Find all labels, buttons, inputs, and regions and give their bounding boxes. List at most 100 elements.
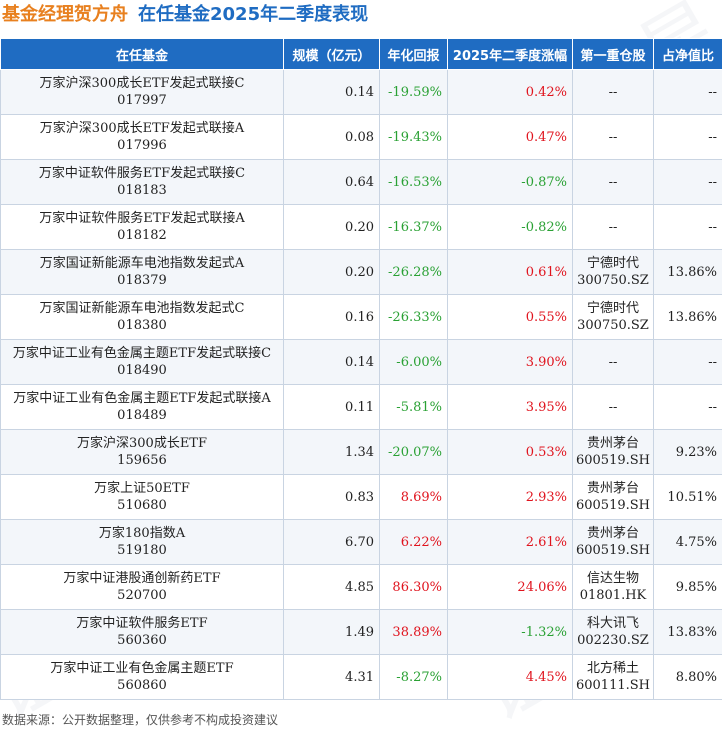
- fund-cell: 万家国证新能源车电池指数发起式C 018380: [0, 294, 284, 340]
- column-header-q2-change: 2025年二季度涨幅: [447, 38, 573, 70]
- top-holding-code: 600519.SH: [575, 543, 650, 558]
- fund-code: 018380: [117, 318, 167, 333]
- data-source-note: 数据来源：公开数据整理，仅供参考不构成投资建议: [2, 713, 279, 727]
- fund-cell: 万家中证软件服务ETF发起式联接C 018183: [0, 159, 284, 205]
- scale-cell: 0.64: [283, 159, 380, 205]
- top-holding-cell: 贵州茅台 600519.SH: [572, 474, 654, 520]
- nav-ratio-cell: --: [653, 339, 722, 385]
- top-holding-cell: --: [572, 69, 654, 115]
- top-holding-code: 300750.SZ: [577, 273, 649, 288]
- scale-cell: 4.85: [283, 564, 380, 610]
- fund-cell: 万家沪深300成长ETF 159656: [0, 429, 284, 475]
- fund-code: 510680: [117, 498, 167, 513]
- column-header-nav-ratio: 占净值比: [653, 38, 722, 70]
- scale-cell: 1.34: [283, 429, 380, 475]
- annual-return-cell: -20.07%: [379, 429, 448, 475]
- q2-change-cell: 2.61%: [447, 519, 573, 565]
- top-holding-cell: 信达生物 01801.HK: [572, 564, 654, 610]
- top-holding-code: 600519.SH: [575, 453, 650, 468]
- q2-change-cell: 0.47%: [447, 114, 573, 160]
- q2-change-cell: -0.87%: [447, 159, 573, 205]
- q2-change-cell: 0.42%: [447, 69, 573, 115]
- top-holding-name: 北方稀土: [586, 661, 639, 676]
- nav-ratio-cell: 13.83%: [653, 609, 722, 655]
- table-row: 万家中证港股通创新药ETF 520700 4.85 86.30% 24.06% 信达生物 0…: [0, 564, 722, 610]
- top-holding-name: --: [608, 84, 618, 100]
- top-holding-cell: 贵州茅台 600519.SH: [572, 519, 654, 565]
- fund-name: 万家中证软件服务ETF发起式联接A: [39, 211, 245, 226]
- annual-return-cell: 86.30%: [379, 564, 448, 610]
- top-holding-name: 贵州茅台: [586, 481, 639, 496]
- table-row: 万家中证工业有色金属主题ETF发起式联接A 018489 0.11 -5.81% 3.9…: [0, 384, 722, 430]
- top-holding-cell: 宁德时代 300750.SZ: [572, 294, 654, 340]
- nav-ratio-cell: --: [653, 114, 722, 160]
- top-holding-cell: --: [572, 339, 654, 385]
- fund-cell: 万家中证软件服务ETF发起式联接A 018182: [0, 204, 284, 250]
- top-holding-name: 贵州茅台: [586, 526, 639, 541]
- fund-cell: 万家中证软件服务ETF 560360: [0, 609, 284, 655]
- fund-name: 万家中证软件服务ETF发起式联接C: [38, 166, 246, 181]
- fund-table: 在任基金 规模（亿元） 年化回报 2025年二季度涨幅 第一重仓股 占净值比 万…: [0, 38, 722, 700]
- table-row: 万家中证软件服务ETF发起式联接C 018183 0.64 -16.53% -0.87%…: [0, 159, 722, 205]
- annual-return-cell: -19.59%: [379, 69, 448, 115]
- scale-cell: 0.11: [283, 384, 380, 430]
- fund-code: 018183: [117, 183, 167, 198]
- top-holding-name: --: [608, 129, 618, 145]
- fund-cell: 万家中证港股通创新药ETF 520700: [0, 564, 284, 610]
- q2-change-cell: 0.53%: [447, 429, 573, 475]
- fund-code: 017996: [117, 138, 167, 153]
- top-holding-cell: 科大讯飞 002230.SZ: [572, 609, 654, 655]
- top-holding-code: 600111.SH: [575, 678, 650, 693]
- annual-return-cell: 6.22%: [379, 519, 448, 565]
- q2-change-cell: 0.55%: [447, 294, 573, 340]
- fund-code: 017997: [117, 93, 167, 108]
- page-title: 基金经理贺方舟 在任基金2025年二季度表现: [0, 0, 722, 34]
- q2-change-cell: -1.32%: [447, 609, 573, 655]
- top-holding-name: 宁德时代: [586, 256, 639, 271]
- annual-return-cell: -26.28%: [379, 249, 448, 295]
- top-holding-name: 科大讯飞: [586, 616, 639, 631]
- top-holding-cell: --: [572, 204, 654, 250]
- top-holding-cell: --: [572, 384, 654, 430]
- fund-cell: 万家中证工业有色金属主题ETF发起式联接A 018489: [0, 384, 284, 430]
- table-row: 万家180指数A 519180 6.70 6.22% 2.61% 贵州茅台 600519.S…: [0, 519, 722, 565]
- fund-code: 018182: [117, 228, 167, 243]
- nav-ratio-cell: 10.51%: [653, 474, 722, 520]
- scale-cell: 0.16: [283, 294, 380, 340]
- top-holding-name: --: [608, 354, 618, 370]
- fund-name: 万家沪深300成长ETF: [77, 436, 207, 451]
- page-subtitle: 在任基金2025年二季度表现: [138, 4, 369, 25]
- q2-change-cell: -0.82%: [447, 204, 573, 250]
- table-row: 万家中证软件服务ETF发起式联接A 018182 0.20 -16.37% -0.82%…: [0, 204, 722, 250]
- top-holding-cell: --: [572, 114, 654, 160]
- scale-cell: 0.20: [283, 204, 380, 250]
- q2-change-cell: 0.61%: [447, 249, 573, 295]
- top-holding-code: 300750.SZ: [577, 318, 649, 333]
- nav-ratio-cell: 8.80%: [653, 654, 722, 700]
- fund-name: 万家180指数A: [98, 526, 186, 541]
- top-holding-code: 002230.SZ: [577, 633, 649, 648]
- nav-ratio-cell: 9.23%: [653, 429, 722, 475]
- fund-cell: 万家中证工业有色金属主题ETF 560860: [0, 654, 284, 700]
- annual-return-cell: -6.00%: [379, 339, 448, 385]
- scale-cell: 0.08: [283, 114, 380, 160]
- nav-ratio-cell: --: [653, 204, 722, 250]
- fund-code: 018379: [117, 273, 167, 288]
- nav-ratio-cell: --: [653, 69, 722, 115]
- nav-ratio-cell: --: [653, 384, 722, 430]
- top-holding-cell: 贵州茅台 600519.SH: [572, 429, 654, 475]
- q2-change-cell: 24.06%: [447, 564, 573, 610]
- column-header-scale: 规模（亿元）: [283, 38, 380, 70]
- scale-cell: 0.20: [283, 249, 380, 295]
- table-row: 万家中证软件服务ETF 560360 1.49 38.89% -1.32% 科大讯飞 002…: [0, 609, 722, 655]
- table-row: 万家中证工业有色金属主题ETF 560860 4.31 -8.27% 4.45% 北方稀土…: [0, 654, 722, 700]
- table-row: 万家上证50ETF 510680 0.83 8.69% 2.93% 贵州茅台 600519.…: [0, 474, 722, 520]
- table-row: 万家国证新能源车电池指数发起式C 018380 0.16 -26.33% 0.55% 宁德…: [0, 294, 722, 340]
- fund-code: 519180: [117, 543, 167, 558]
- fund-code: 520700: [117, 588, 167, 603]
- fund-code: 018489: [117, 408, 167, 423]
- column-header-fund: 在任基金: [0, 38, 284, 70]
- fund-cell: 万家上证50ETF 510680: [0, 474, 284, 520]
- nav-ratio-cell: 9.85%: [653, 564, 722, 610]
- fund-name: 万家中证港股通创新药ETF: [63, 571, 221, 586]
